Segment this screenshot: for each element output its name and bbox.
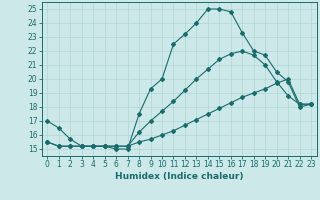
X-axis label: Humidex (Indice chaleur): Humidex (Indice chaleur)	[115, 172, 244, 181]
